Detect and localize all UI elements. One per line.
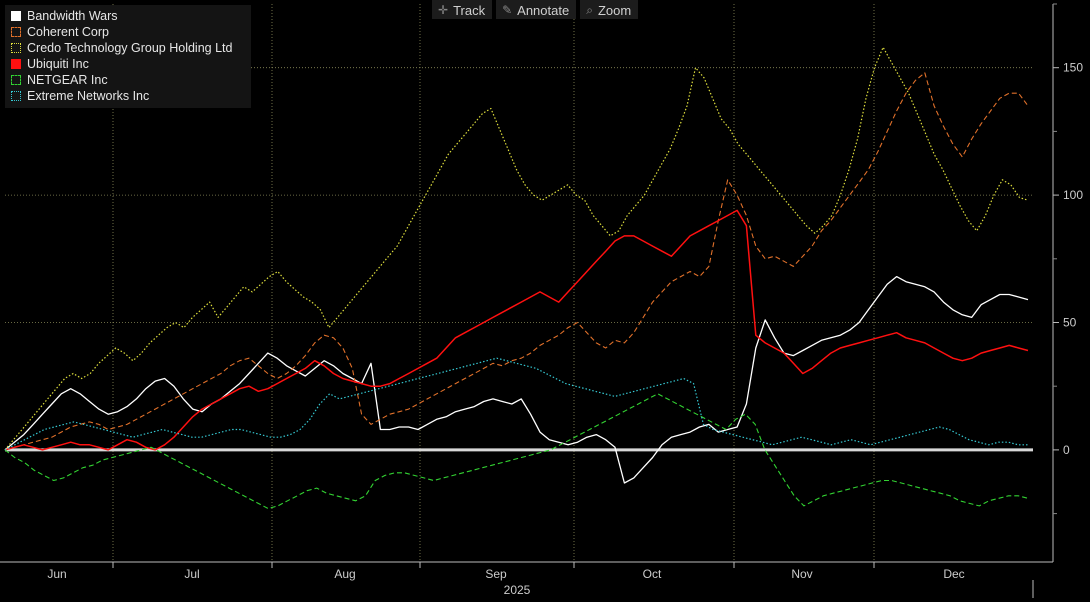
x-tick-label: Oct: [643, 567, 662, 581]
annotate-button[interactable]: ✎ Annotate: [496, 0, 577, 19]
legend-swatch: [11, 91, 21, 101]
x-tick-label: Jul: [184, 567, 199, 581]
series-line-4: [4, 393, 1029, 510]
series-line-1: [4, 72, 1029, 451]
track-label: Track: [453, 2, 486, 18]
zoom-label: Zoom: [597, 2, 632, 18]
legend-label: Credo Technology Group Holding Ltd: [27, 41, 233, 55]
y-tick-label: 50: [1063, 315, 1077, 329]
legend-swatch: [11, 27, 21, 37]
legend: Bandwidth Wars Coherent Corp Credo Technol…: [5, 5, 251, 108]
legend-label: Bandwidth Wars: [27, 9, 118, 23]
series-line-3: [4, 209, 1029, 451]
legend-swatch: [11, 59, 21, 69]
x-tick-label: Nov: [791, 567, 812, 581]
magnifier-icon: ⌕: [586, 2, 593, 17]
series-line-5: [4, 357, 1028, 451]
pencil-icon: ✎: [502, 3, 513, 17]
legend-label: Coherent Corp: [27, 25, 109, 39]
crosshair-icon: ✛: [438, 3, 449, 17]
x-tick-label: Aug: [334, 567, 355, 581]
series-line-0: [4, 275, 1029, 484]
legend-item[interactable]: Ubiquiti Inc: [5, 56, 251, 72]
x-tick-label: Dec: [943, 567, 964, 581]
legend-label: Extreme Networks Inc: [27, 89, 150, 103]
legend-item[interactable]: Bandwidth Wars: [5, 8, 251, 24]
x-tick-label: Sep: [485, 567, 507, 581]
series-line-2: [4, 46, 1029, 451]
legend-item[interactable]: Credo Technology Group Holding Ltd: [5, 40, 251, 56]
legend-item[interactable]: Coherent Corp: [5, 24, 251, 40]
legend-swatch: [11, 43, 21, 53]
legend-label: Ubiquiti Inc: [27, 57, 89, 71]
legend-item[interactable]: NETGEAR Inc: [5, 72, 251, 88]
legend-label: NETGEAR Inc: [27, 73, 108, 87]
year-label: 2025: [504, 583, 531, 597]
series-lines: [4, 46, 1029, 510]
y-tick-label: 100: [1063, 188, 1083, 202]
track-button[interactable]: ✛ Track: [432, 0, 493, 19]
x-tick-label: Jun: [47, 567, 66, 581]
y-tick-label: 150: [1063, 61, 1083, 75]
annotate-label: Annotate: [517, 2, 570, 18]
chart-toolbar: ✛ Track ✎ Annotate ⌕ Zoom: [432, 0, 639, 19]
y-tick-label: 0: [1063, 443, 1070, 457]
legend-swatch: [11, 11, 21, 21]
legend-item[interactable]: Extreme Networks Inc: [5, 88, 251, 104]
x-axis: Jun Jul Aug Sep Oct Nov Dec 2025: [0, 561, 1053, 598]
y-axis: 0 50 100 150: [1052, 3, 1083, 562]
zoom-button[interactable]: ⌕ Zoom: [580, 0, 639, 19]
legend-swatch: [11, 75, 21, 85]
